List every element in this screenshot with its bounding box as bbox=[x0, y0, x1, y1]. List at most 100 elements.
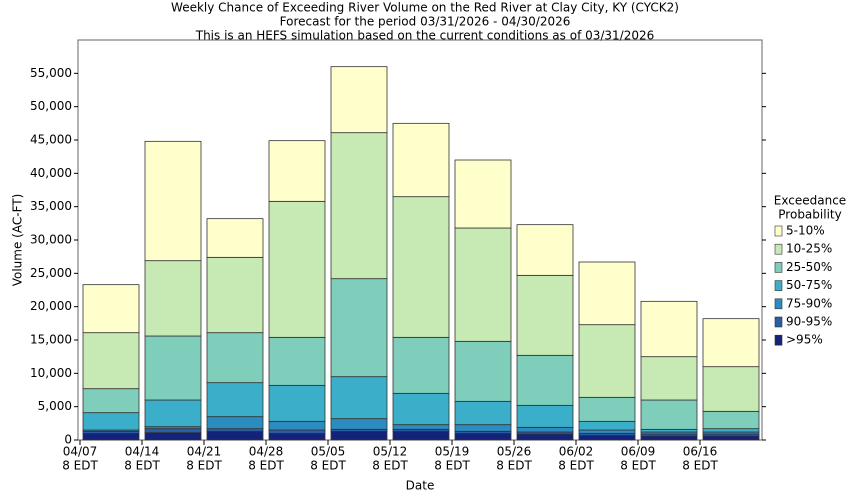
bar-segment bbox=[578, 396, 636, 422]
bar-segment bbox=[578, 429, 636, 434]
x-tick-label: 8 EDT bbox=[186, 459, 222, 473]
legend-swatch bbox=[774, 243, 783, 255]
x-tick-label: 05/26 bbox=[497, 445, 532, 459]
bar-segment bbox=[392, 430, 450, 441]
y-tick-label: 25,000 bbox=[30, 266, 72, 280]
bar-segment bbox=[206, 256, 264, 334]
x-axis-label: Date bbox=[406, 479, 435, 493]
bar-segment bbox=[578, 420, 636, 431]
legend-swatch bbox=[774, 298, 783, 310]
bar-segment bbox=[268, 140, 326, 202]
bar-segment bbox=[206, 430, 264, 441]
bar-segment bbox=[82, 388, 140, 414]
bar-segment bbox=[330, 278, 388, 378]
x-tick-label: 8 EDT bbox=[682, 459, 718, 473]
legend-label: 90-95% bbox=[786, 315, 832, 329]
x-tick-label: 8 EDT bbox=[620, 459, 656, 473]
bar-segment bbox=[702, 366, 760, 412]
y-tick-label: 0 bbox=[64, 433, 72, 447]
y-tick-label: 15,000 bbox=[30, 333, 72, 347]
y-tick-label: 35,000 bbox=[30, 199, 72, 213]
legend-label: 25-50% bbox=[786, 260, 832, 274]
bar-segment bbox=[454, 159, 512, 229]
bar-segment bbox=[330, 430, 388, 441]
x-tick-label: 05/12 bbox=[373, 445, 408, 459]
bar-segment bbox=[578, 261, 636, 326]
legend-title: Probability bbox=[778, 208, 841, 222]
bar-segment bbox=[330, 132, 388, 280]
legend-label: 10-25% bbox=[786, 242, 832, 256]
x-tick-label: 8 EDT bbox=[310, 459, 346, 473]
bar-segment bbox=[144, 432, 202, 441]
bar-segment bbox=[82, 332, 140, 390]
bar-segment bbox=[640, 399, 698, 430]
x-tick-label: 04/14 bbox=[125, 445, 160, 459]
bar-segment bbox=[144, 428, 202, 434]
x-tick-label: 04/07 bbox=[63, 445, 98, 459]
bar-segment bbox=[392, 336, 450, 394]
x-tick-label: 04/21 bbox=[187, 445, 222, 459]
bar-segment bbox=[268, 429, 326, 434]
bar-segment bbox=[454, 424, 512, 432]
bar-segment bbox=[578, 324, 636, 398]
y-tick-label: 40,000 bbox=[30, 166, 72, 180]
bar-segment bbox=[144, 140, 202, 262]
bar-segment bbox=[454, 432, 512, 441]
x-tick-label: 8 EDT bbox=[558, 459, 594, 473]
chart-subtitle: Forecast for the period 03/31/2026 - 04/… bbox=[280, 15, 571, 29]
bar-segment bbox=[330, 376, 388, 420]
bar-segment bbox=[516, 433, 574, 441]
bar-segment bbox=[82, 412, 140, 431]
bar-segment bbox=[516, 426, 574, 433]
x-tick-label: 06/09 bbox=[621, 445, 656, 459]
y-tick-label: 5,000 bbox=[38, 399, 72, 413]
x-tick-label: 8 EDT bbox=[248, 459, 284, 473]
bar-segment bbox=[82, 432, 140, 441]
x-tick-label: 05/05 bbox=[311, 445, 346, 459]
legend-swatch bbox=[774, 280, 783, 291]
bar-segment bbox=[392, 122, 450, 198]
legend-label: 75-90% bbox=[786, 296, 832, 310]
bar-segment bbox=[144, 260, 202, 337]
y-tick-label: 20,000 bbox=[30, 299, 72, 313]
bar-segment bbox=[206, 416, 264, 430]
x-tick-label: 8 EDT bbox=[62, 459, 98, 473]
y-tick-label: 45,000 bbox=[30, 133, 72, 147]
bar-segment bbox=[516, 404, 574, 428]
x-tick-label: 8 EDT bbox=[496, 459, 532, 473]
bar-segment bbox=[206, 332, 264, 384]
x-tick-label: 05/19 bbox=[435, 445, 470, 459]
bar-segment bbox=[640, 435, 698, 441]
bar-segment bbox=[516, 224, 574, 276]
bar-segment bbox=[578, 434, 636, 441]
bar-segment bbox=[268, 420, 326, 431]
bar-segment bbox=[268, 336, 326, 386]
bar-segment bbox=[454, 227, 512, 342]
legend-swatch bbox=[774, 262, 783, 273]
bar-segment bbox=[330, 418, 388, 430]
bar-segment bbox=[702, 435, 760, 441]
bar-segment bbox=[144, 335, 202, 401]
y-tick-label: 30,000 bbox=[30, 233, 72, 247]
bar-segment bbox=[702, 318, 760, 368]
y-axis-label: Volume (AC-FT) bbox=[11, 194, 25, 287]
legend-swatch bbox=[774, 316, 783, 328]
x-tick-label: 04/28 bbox=[249, 445, 284, 459]
bar-segment bbox=[392, 424, 450, 430]
legend-title: Exceedance bbox=[774, 194, 846, 208]
bar-segment bbox=[454, 340, 512, 402]
legend-label: 50-75% bbox=[786, 278, 832, 292]
bar-segment bbox=[392, 392, 450, 426]
bar-segment bbox=[640, 428, 698, 433]
bar-segment bbox=[268, 432, 326, 441]
bar-segment bbox=[268, 384, 326, 422]
bar-segment bbox=[392, 196, 450, 338]
x-tick-label: 8 EDT bbox=[372, 459, 408, 473]
legend-label: 5-10% bbox=[786, 224, 825, 238]
y-tick-label: 10,000 bbox=[30, 366, 72, 380]
legend-swatch bbox=[774, 225, 783, 237]
bar-segment bbox=[516, 354, 574, 406]
bar-segment bbox=[268, 200, 326, 338]
chart-subtitle: This is an HEFS simulation based on the … bbox=[195, 29, 655, 43]
